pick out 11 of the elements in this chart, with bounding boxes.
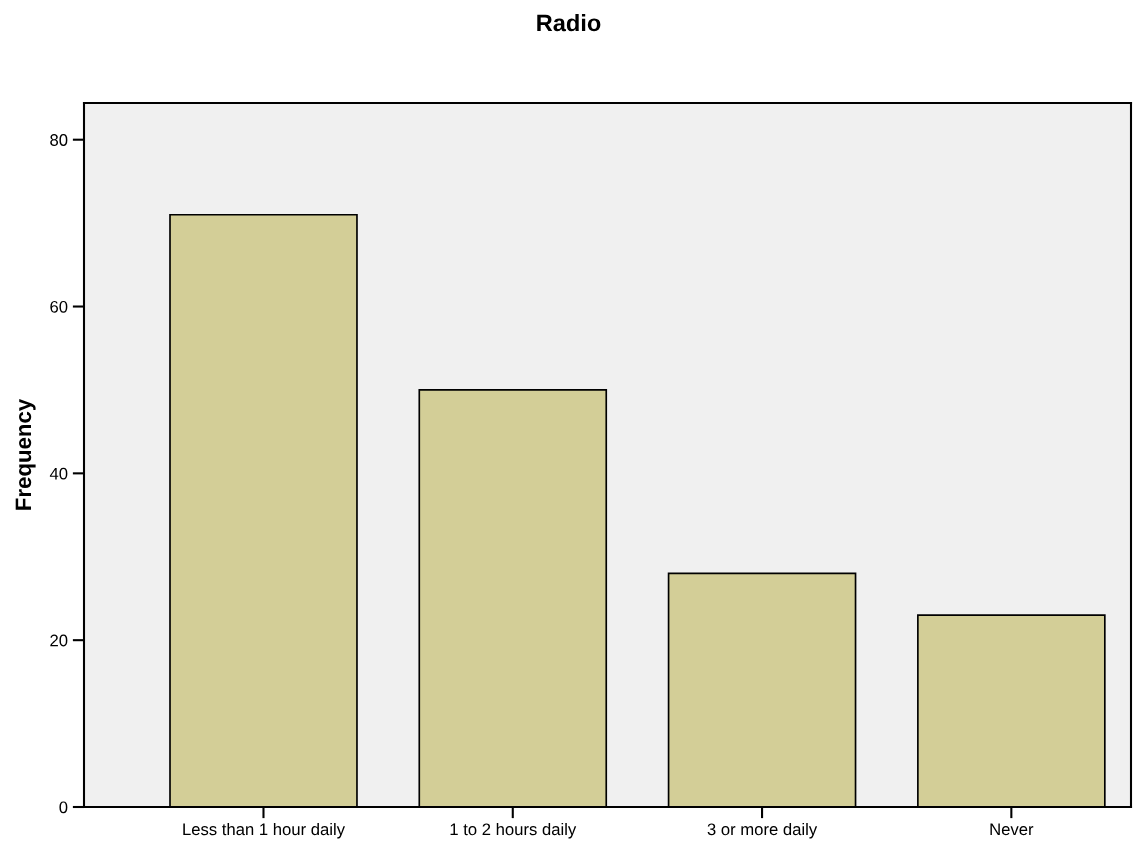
x-tick-label: 1 to 2 hours daily xyxy=(450,822,577,839)
x-tick-label: 3 or more daily xyxy=(707,822,818,839)
y-axis-title: Frequency xyxy=(15,398,36,510)
chart-title: Radio xyxy=(537,14,601,32)
y-tick-label: 40 xyxy=(49,467,68,480)
x-tick-label: Less than 1 hour daily xyxy=(183,822,345,839)
x-tick-label: Never xyxy=(990,823,1034,836)
y-tick-label: 20 xyxy=(50,634,68,647)
y-tick-label: 60 xyxy=(50,300,68,313)
y-tick-label: 0 xyxy=(59,801,68,814)
y-tick-label: 80 xyxy=(50,134,68,146)
